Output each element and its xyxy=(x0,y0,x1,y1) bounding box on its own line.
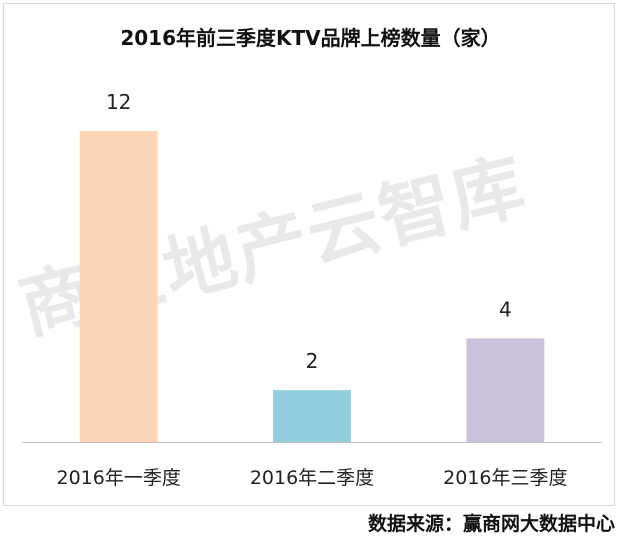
data-label-2: 2 xyxy=(306,349,319,373)
bar-3 xyxy=(466,338,545,442)
category-label-3: 2016年三季度 xyxy=(443,467,567,489)
bar-1 xyxy=(79,131,158,442)
data-label-1: 12 xyxy=(106,90,131,114)
chart-title: 2016年前三季度KTV品牌上榜数量（家） xyxy=(120,26,501,50)
data-label-3: 4 xyxy=(499,297,512,321)
category-label-1: 2016年一季度 xyxy=(56,467,180,489)
chart-frame xyxy=(3,3,615,506)
bar-2 xyxy=(273,390,351,442)
labels-group: 12 2016年一季度 2 2016年二季度 4 2016年三季度 xyxy=(56,90,567,489)
data-source: 数据来源：赢商网大数据中心 xyxy=(367,513,615,535)
bars-group xyxy=(79,131,545,442)
category-label-2: 2016年二季度 xyxy=(250,467,374,489)
